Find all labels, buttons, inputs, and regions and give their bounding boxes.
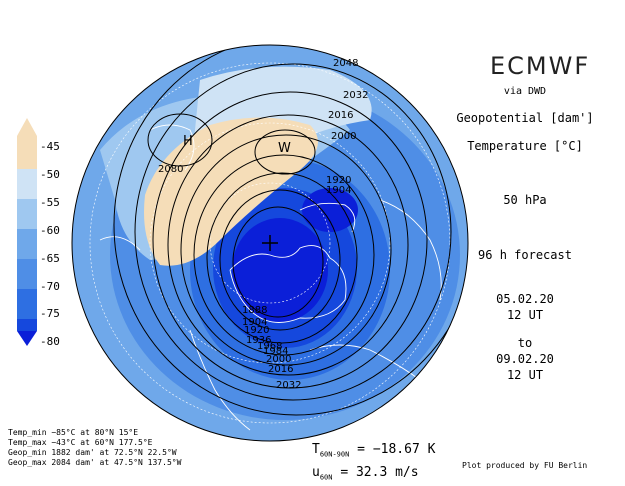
model-source: via DWD — [503, 86, 547, 97]
contour-label: 2016 — [328, 110, 353, 121]
warm-tongue-45 — [144, 117, 318, 266]
geop-max: Geop_max 2084 dam' at 47.5°N 137.5°W — [8, 458, 182, 467]
init-time: 12 UT — [506, 308, 544, 322]
colorbar-label: -60 — [40, 224, 60, 237]
contour-label: 2000 — [266, 354, 291, 365]
temp-min: Temp_min −85°C at 80°N 15°E — [8, 428, 139, 437]
contour-label: 2032 — [343, 90, 368, 101]
to-label: to — [517, 336, 533, 350]
colorbar-swatch — [17, 331, 37, 346]
temp-max: Temp_max −43°C at 60°N 177.5°E — [8, 438, 153, 447]
graticule — [89, 62, 451, 424]
contour-label: 1888 — [242, 305, 267, 316]
t-value: = −18.67 K — [357, 442, 436, 457]
colorbar-label: -45 — [40, 140, 60, 153]
contour-label: 1920 — [326, 175, 351, 186]
colorbar-swatch — [17, 169, 37, 199]
high-pressure-value: 2080 — [158, 164, 183, 175]
contour-label: 2048 — [333, 58, 358, 69]
t-subscript: 60N-90N — [319, 450, 350, 459]
colorbar-swatch — [17, 319, 37, 331]
colorbar-swatch — [17, 118, 37, 136]
contour-labels: 2048 2032 2016 2000 1920 1904 1888 1904 … — [242, 58, 368, 391]
colorbar-label: -55 — [40, 196, 60, 209]
colorbar-label: -65 — [40, 252, 60, 265]
field-extremes: Temp_min −85°C at 80°N 15°E Temp_max −43… — [8, 428, 181, 468]
geopotential-contours — [113, 45, 468, 416]
colorbar-label: -75 — [40, 307, 60, 320]
model-title: ECMWF — [490, 52, 591, 80]
contour-label: 2000 — [331, 131, 356, 142]
north-pole-marker — [262, 235, 278, 251]
t-label: T — [312, 442, 320, 457]
valid-date: 09.02.20 — [496, 352, 554, 366]
u-value: = 32.3 m/s — [340, 464, 419, 480]
colorbar-swatch — [17, 289, 37, 319]
contour-label: 1904 — [326, 185, 351, 196]
colorbar-label: -80 — [40, 335, 60, 348]
colorbar-swatch — [17, 136, 37, 169]
warm-core-letter: W — [278, 141, 291, 156]
valid-time: 12 UT — [506, 368, 544, 382]
variable-temperature: Temperature [°C] — [467, 139, 583, 153]
contour-label: 1920 — [244, 325, 269, 336]
zonal-wind: u60N = 32.3 m/s — [312, 464, 435, 486]
geop-min: Geop_min 1882 dam' at 72.5°N 22.5°W — [8, 448, 177, 457]
colorbar-swatch — [17, 229, 37, 259]
polar-temperature-anomaly: T60N-90N = −18.67 K — [312, 441, 435, 464]
contour-label: 1968 — [257, 341, 282, 352]
pressure-level: 50 hPa — [503, 193, 547, 207]
colorbar-swatch — [17, 259, 37, 289]
forecast-lead: 96 h forecast — [478, 248, 572, 262]
plot-credit: Plot produced by FU Berlin — [462, 461, 588, 470]
contour-label: 1936 — [246, 335, 271, 346]
colorbar — [17, 118, 37, 346]
temperature-band-80 — [232, 218, 328, 322]
contour-label: 2032 — [276, 380, 301, 391]
colorbar-swatch — [17, 199, 37, 229]
init-date: 05.02.20 — [496, 292, 554, 306]
colorbar-label: -70 — [40, 280, 60, 293]
variable-geopotential: Geopotential [dam'] — [456, 111, 594, 125]
globe-outline — [71, 44, 469, 442]
contour-label: 1904 — [242, 317, 267, 328]
cold-core-east — [302, 188, 358, 232]
contour-label: 2016 — [268, 364, 293, 375]
colorbar-label: -50 — [40, 168, 60, 181]
u-label: u — [312, 464, 320, 480]
u-subscript: 60N — [319, 473, 333, 482]
polar-diagnostics: T60N-90N = −18.67 K u60N = 32.3 m/s — [312, 441, 435, 486]
high-pressure-letter: H — [183, 134, 193, 149]
contour-label: 1984 — [263, 346, 288, 357]
